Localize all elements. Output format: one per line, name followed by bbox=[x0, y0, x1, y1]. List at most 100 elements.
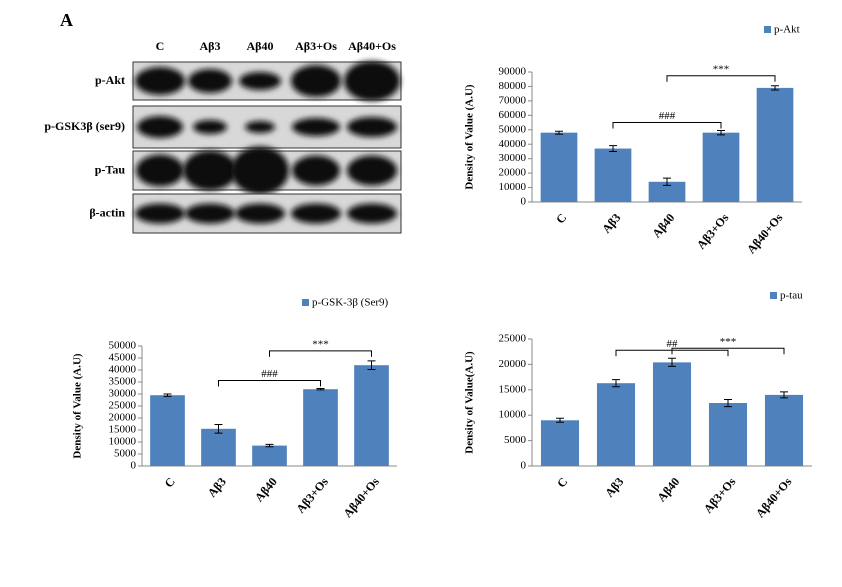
significance-label: ## bbox=[667, 338, 679, 350]
significance-bracket bbox=[671, 347, 785, 355]
blot-band bbox=[347, 203, 397, 224]
blot-band bbox=[291, 65, 341, 97]
x-tick-label: Aβ40 bbox=[252, 475, 280, 505]
x-tick-label: Aβ3+Os bbox=[694, 210, 732, 251]
y-tick-label: 20000 bbox=[109, 412, 137, 424]
error-bar bbox=[771, 85, 779, 91]
bar bbox=[594, 148, 632, 202]
y-tick-label: 10000 bbox=[109, 436, 137, 448]
bar bbox=[764, 394, 804, 466]
error-bar bbox=[609, 145, 617, 152]
bar bbox=[648, 181, 686, 202]
significance-bracket bbox=[218, 379, 321, 387]
error-bar bbox=[214, 423, 223, 434]
x-tick-label: Aβ40+Os bbox=[744, 210, 786, 256]
error-bar bbox=[663, 177, 671, 186]
blot-band bbox=[347, 155, 397, 186]
error-bar bbox=[724, 398, 732, 408]
x-tick-label: C bbox=[553, 211, 569, 227]
blot-band bbox=[291, 203, 341, 224]
x-tick-label: Aβ3 bbox=[205, 475, 229, 500]
error-bar bbox=[265, 443, 274, 448]
legend-label: p-Akt bbox=[774, 24, 800, 36]
blot-band bbox=[137, 116, 183, 138]
y-tick-label: 0 bbox=[521, 196, 527, 208]
y-tick-label: 60000 bbox=[499, 109, 527, 121]
y-tick-label: 5000 bbox=[504, 434, 527, 446]
error-bar bbox=[556, 417, 564, 423]
error-bar bbox=[367, 360, 376, 371]
bar bbox=[303, 389, 338, 466]
panel-label: A bbox=[60, 10, 73, 30]
blot-band bbox=[292, 118, 340, 136]
bar bbox=[652, 362, 692, 466]
bar bbox=[702, 132, 740, 202]
legend-label: p-tau bbox=[780, 290, 803, 302]
y-axis-label: Density of Value (A.U) bbox=[72, 353, 84, 458]
error-bar bbox=[668, 357, 676, 367]
blot-band bbox=[135, 67, 185, 95]
error-bar bbox=[316, 387, 325, 391]
y-tick-label: 10000 bbox=[499, 181, 527, 193]
y-tick-label: 50000 bbox=[499, 123, 527, 135]
significance-bracket bbox=[269, 350, 372, 357]
y-tick-label: 45000 bbox=[109, 352, 137, 364]
x-tick-label: C bbox=[162, 475, 178, 491]
bar bbox=[540, 132, 578, 202]
y-tick-label: 15000 bbox=[109, 424, 137, 436]
y-tick-label: 15000 bbox=[499, 383, 527, 395]
y-tick-label: 10000 bbox=[499, 409, 527, 421]
bar bbox=[708, 403, 748, 466]
x-tick-label: Aβ3+Os bbox=[701, 474, 739, 515]
row-label: p-GSK3β (ser9) bbox=[44, 119, 125, 133]
y-tick-label: 90000 bbox=[499, 66, 527, 78]
error-bar bbox=[555, 130, 563, 135]
y-tick-label: 50000 bbox=[109, 340, 137, 352]
bar bbox=[150, 395, 185, 466]
lane-label: Aβ3 bbox=[200, 39, 221, 53]
x-tick-label: Aβ3 bbox=[599, 211, 623, 236]
blot-band bbox=[245, 121, 275, 133]
blot-band bbox=[344, 61, 400, 101]
error-bar bbox=[780, 391, 788, 399]
significance-label: *** bbox=[312, 338, 329, 350]
y-axis-label: Density of Value (A.U) bbox=[464, 84, 476, 189]
y-tick-label: 25000 bbox=[499, 333, 527, 345]
bar bbox=[252, 445, 287, 466]
lane-label: Aβ40 bbox=[247, 39, 274, 53]
legend-swatch bbox=[302, 299, 309, 306]
significance-bracket bbox=[612, 122, 722, 129]
blot-band bbox=[183, 150, 237, 191]
row-label: β-actin bbox=[89, 205, 125, 219]
x-tick-label: C bbox=[554, 475, 570, 491]
y-axis-label: Density of Value(A.U) bbox=[464, 351, 476, 454]
y-tick-label: 20000 bbox=[499, 167, 527, 179]
y-tick-label: 30000 bbox=[499, 152, 527, 164]
error-bar bbox=[717, 130, 725, 136]
legend-swatch bbox=[764, 26, 771, 33]
y-tick-label: 30000 bbox=[109, 388, 137, 400]
lane-label: C bbox=[156, 39, 165, 53]
row-label: p-Tau bbox=[95, 162, 126, 176]
blot-band bbox=[347, 117, 397, 137]
significance-bracket bbox=[666, 75, 776, 82]
legend-label: p-GSK-3β (Ser9) bbox=[312, 297, 389, 309]
y-tick-label: 40000 bbox=[109, 364, 137, 376]
x-tick-label: Aβ40 bbox=[649, 211, 677, 241]
blot-band bbox=[135, 203, 185, 224]
x-tick-label: Aβ3 bbox=[602, 475, 626, 500]
x-tick-label: Aβ3+Os bbox=[293, 474, 331, 515]
blot-band bbox=[188, 69, 232, 93]
y-tick-label: 0 bbox=[131, 460, 137, 472]
y-tick-label: 20000 bbox=[499, 358, 527, 370]
bar bbox=[596, 383, 636, 466]
x-tick-label: Aβ40+Os bbox=[753, 474, 795, 520]
lane-label: Aβ40+Os bbox=[348, 39, 396, 53]
y-tick-label: 80000 bbox=[499, 80, 527, 92]
bar bbox=[201, 428, 236, 466]
y-tick-label: 70000 bbox=[499, 94, 527, 106]
y-tick-label: 35000 bbox=[109, 376, 137, 388]
blot-band bbox=[235, 203, 285, 224]
